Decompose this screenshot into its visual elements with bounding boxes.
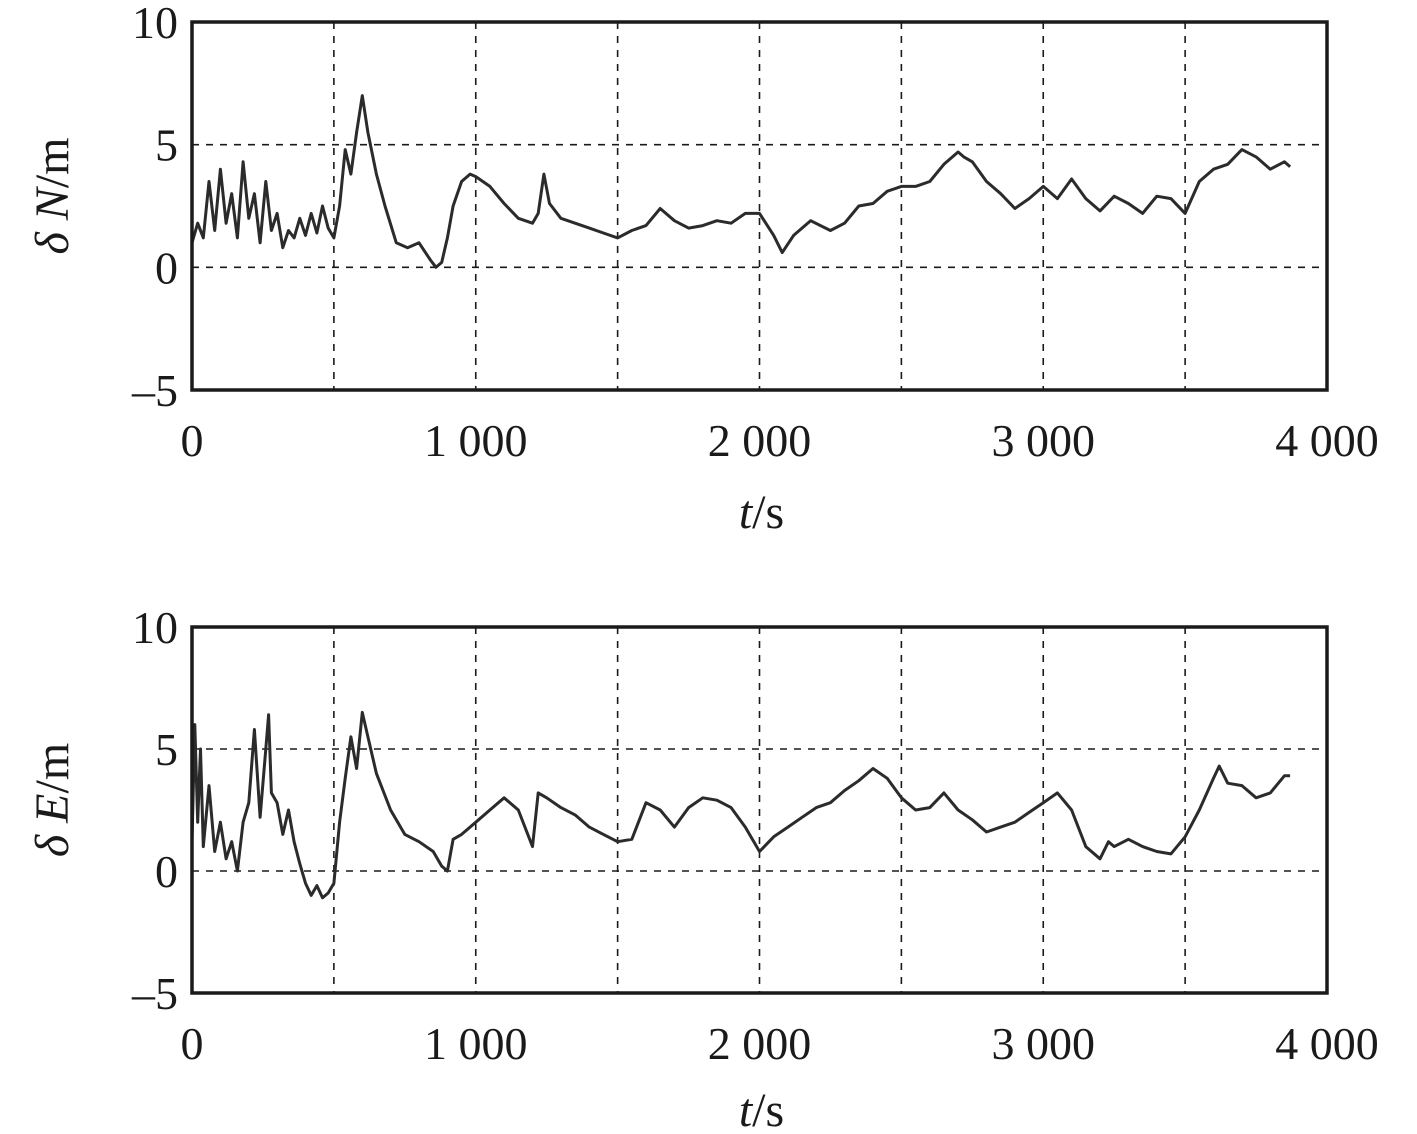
y-tick-label: –5 (131, 968, 178, 1019)
y-tick-label: 0 (155, 846, 178, 897)
y-tick-label: 10 (132, 602, 178, 653)
y-tick-label: 10 (132, 0, 178, 48)
x-tick-label: 0 (181, 1018, 204, 1069)
x-tick-label: 2 000 (708, 415, 812, 466)
y-axis-label: δ N/m (26, 138, 79, 255)
y-tick-label: –5 (131, 365, 178, 416)
x-tick-label: 3 000 (992, 415, 1096, 466)
plot-frame (190, 20, 1329, 392)
y-tick-label: 5 (155, 120, 178, 171)
x-tick-label: 3 000 (992, 1018, 1096, 1069)
x-axis-label: t/s (739, 486, 784, 539)
x-tick-label: 1 000 (424, 1018, 528, 1069)
y-tick-label: 0 (155, 242, 178, 293)
y-tick-label: 5 (155, 724, 178, 775)
x-tick-label: 4 000 (1275, 415, 1379, 466)
series-line (190, 710, 1291, 900)
x-tick-label: 4 000 (1275, 1018, 1379, 1069)
x-tick-label: 0 (181, 415, 204, 466)
x-axis-label: t/s (739, 1084, 784, 1134)
series-line (190, 94, 1292, 269)
plot-frame (190, 625, 1329, 995)
y-axis-label: δ E/m (26, 743, 79, 857)
x-tick-label: 1 000 (424, 415, 528, 466)
x-tick-label: 2 000 (708, 1018, 812, 1069)
